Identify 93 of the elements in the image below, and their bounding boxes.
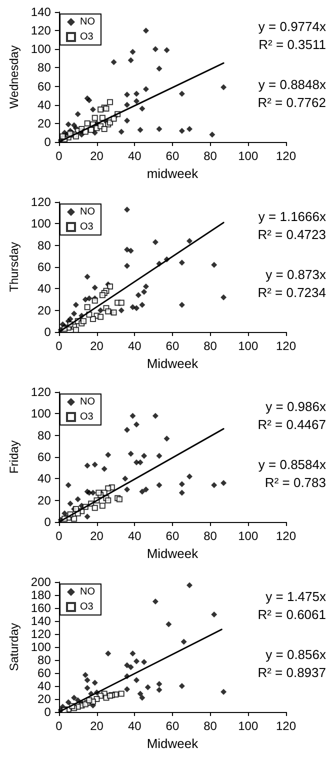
x-tick-label: 20	[90, 529, 104, 543]
y-tick-label: 40	[38, 679, 52, 693]
annotation: y = 0.873x	[266, 267, 326, 282]
x-tick-label: 40	[128, 719, 142, 733]
y-tick-label: 0	[44, 705, 52, 719]
y-tick-label: 120	[30, 195, 52, 209]
legend-label: O3	[80, 602, 94, 612]
y-tick-label: 60	[38, 79, 52, 94]
legend-label: NO	[80, 206, 96, 218]
y-tick-label: 40	[38, 98, 52, 112]
x-tick-label: 80	[204, 529, 218, 543]
legend-label: NO	[80, 16, 96, 28]
legend-label: O3	[80, 222, 94, 232]
y-tick-label: 60	[38, 666, 52, 680]
y-tick-label: 120	[30, 627, 52, 641]
legend-label: O3	[80, 32, 94, 42]
y-tick-label: 40	[38, 472, 52, 486]
annotation: y = 0.986x	[266, 399, 326, 414]
y-tick-label: 20	[38, 303, 52, 318]
y-tick-label: 100	[30, 42, 52, 56]
x-axis-title: Midweek	[146, 356, 199, 371]
x-tick-label: 60	[166, 719, 180, 733]
x-tick-label: 80	[204, 719, 218, 733]
annotation: y = 0.9774x	[258, 19, 326, 34]
y-tick-label: 80	[38, 653, 52, 667]
y-axis-title: Saturday	[7, 622, 21, 672]
y-tick-label: 0	[44, 135, 52, 149]
y-tick-label: 120	[30, 24, 52, 38]
y-tick-label: 180	[30, 588, 52, 602]
annotation: R² = 0.8937	[258, 665, 326, 680]
y-tick-label: 60	[38, 450, 52, 464]
x-tick-label: 40	[128, 339, 142, 353]
annotation: R² = 0.783	[264, 475, 326, 490]
x-tick-label: 0	[56, 529, 63, 543]
annotation: R² = 0.7762	[258, 95, 326, 110]
legend-label: O3	[80, 412, 94, 422]
annotation: R² = 0.6061	[258, 607, 326, 622]
x-tick-label: 100	[238, 719, 258, 733]
x-tick-label: 20	[90, 339, 104, 353]
legend-label: NO	[80, 396, 96, 408]
y-tick-label: 200	[30, 575, 52, 589]
x-tick-label: 0	[56, 149, 63, 163]
y-tick-label: 80	[38, 428, 52, 442]
x-tick-label: 100	[238, 339, 258, 353]
annotation: R² = 0.4467	[258, 417, 326, 432]
y-tick-label: 80	[38, 238, 52, 252]
annotation: y = 0.8584x	[258, 457, 326, 472]
annotation: y = 1.475x	[266, 589, 326, 604]
y-tick-label: 20	[38, 116, 52, 130]
x-tick-label: 40	[128, 529, 142, 543]
y-tick-label: 0	[44, 325, 52, 339]
annotation: y = 1.1666x	[258, 209, 326, 224]
y-tick-label: 100	[30, 640, 52, 654]
x-tick-label: 120	[276, 719, 296, 733]
x-axis-title: Midweek	[146, 546, 199, 561]
x-tick-label: 100	[238, 529, 258, 543]
y-tick-label: 140	[30, 5, 52, 19]
y-tick-label: 40	[38, 282, 52, 296]
x-tick-label: 20	[90, 149, 104, 163]
x-tick-label: 60	[166, 149, 180, 163]
x-tick-label: 120	[276, 149, 296, 163]
y-tick-label: 140	[30, 614, 52, 628]
y-tick-label: 100	[30, 406, 52, 421]
x-tick-label: 0	[56, 339, 63, 353]
x-tick-label: 80	[204, 149, 218, 163]
y-tick-label: 120	[30, 385, 52, 399]
y-tick-label: 80	[38, 60, 52, 75]
annotation: R² = 0.7234	[258, 285, 326, 300]
y-tick-label: 100	[30, 216, 52, 231]
x-axis-title: midweek	[146, 166, 199, 181]
annotation: y = 0.8848x	[258, 77, 326, 92]
y-tick-label: 60	[38, 260, 52, 274]
x-tick-label: 0	[56, 719, 63, 733]
y-tick-label: 0	[44, 515, 52, 529]
legend-label: NO	[80, 586, 96, 598]
y-axis-title: Thursday	[7, 242, 21, 292]
y-axis-title: Wednesday	[7, 45, 21, 109]
y-tick-label: 20	[38, 692, 52, 706]
y-tick-label: 160	[30, 601, 52, 615]
annotation: R² = 0.3511	[258, 37, 326, 52]
annotation: y = 0.856x	[266, 647, 326, 662]
x-tick-label: 100	[238, 149, 258, 163]
x-tick-label: 80	[204, 339, 218, 353]
x-tick-label: 60	[166, 529, 180, 543]
annotation: R² = 0.4723	[258, 227, 326, 242]
x-tick-label: 120	[276, 339, 296, 353]
y-axis-title: Friday	[7, 440, 21, 474]
x-tick-label: 40	[128, 149, 142, 163]
x-tick-label: 20	[90, 719, 104, 733]
x-axis-title: Midweek	[146, 736, 199, 751]
x-tick-label: 120	[276, 529, 296, 543]
x-tick-label: 60	[166, 339, 180, 353]
y-tick-label: 20	[38, 493, 52, 508]
